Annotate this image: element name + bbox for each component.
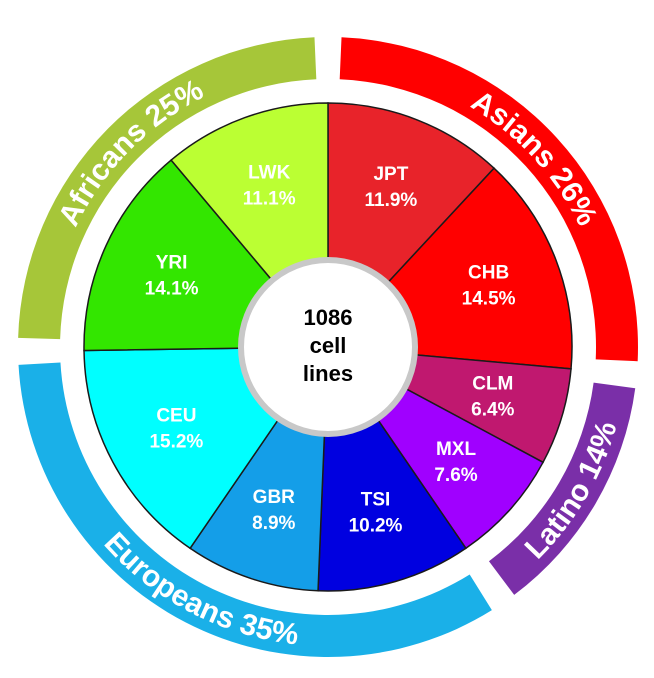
slice-value-chb: 14.5% [462,288,516,309]
slice-name-clm: CLM [472,373,513,394]
center-label-line-3: lines [303,361,353,386]
slice-value-clm: 6.4% [471,399,514,420]
slice-name-mxl: MXL [436,439,477,460]
slice-name-ceu: CEU [156,405,196,426]
slice-name-chb: CHB [468,262,509,283]
slice-name-gbr: GBR [253,487,296,508]
center-circle: 1086 cell lines [238,257,418,437]
slice-value-ceu: 15.2% [149,431,203,452]
slice-labels: JPT 11.9% CHB 14.5% CLM 6.4% MXL 7.6% TSI 10.2% GB… [145,162,516,536]
group-band-africans [18,37,317,340]
group-band-asians [339,37,638,362]
slice-name-jpt: JPT [373,164,408,185]
slice-value-lwk: 11.1% [243,188,296,209]
slice-value-gbr: 8.9% [252,513,295,534]
slice-value-tsi: 10.2% [349,515,403,536]
slice-value-jpt: 11.9% [364,190,417,211]
group-band-europeans [18,362,492,657]
slice-name-tsi: TSI [361,489,391,510]
group-band-latino [488,382,636,595]
slice-value-mxl: 7.6% [434,465,477,486]
center-disc [238,257,418,437]
slice-value-yri: 14.1% [145,278,199,299]
center-label-line-1: 1086 [304,305,353,330]
center-label-line-2: cell [310,333,347,358]
slice-name-lwk: LWK [248,162,290,183]
slice-name-yri: YRI [156,252,188,273]
